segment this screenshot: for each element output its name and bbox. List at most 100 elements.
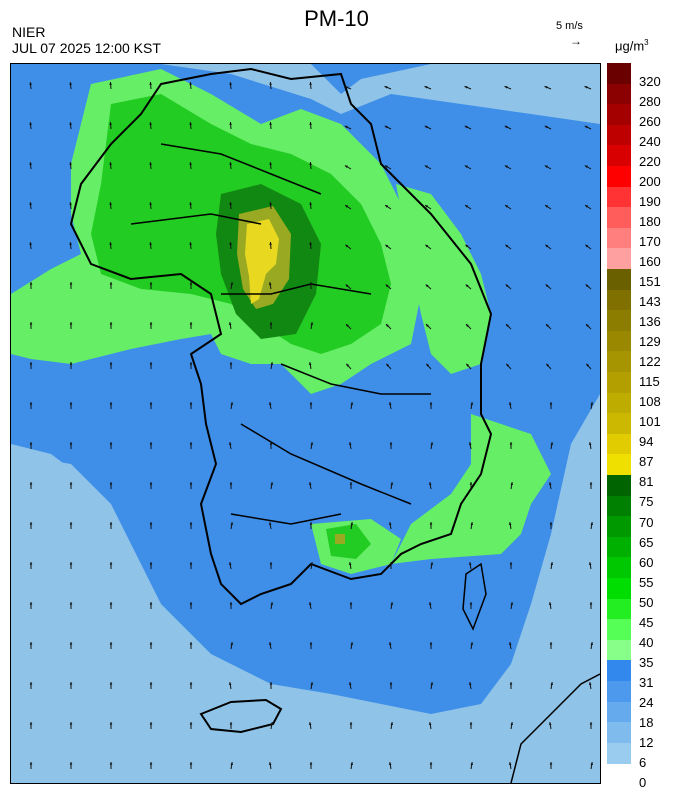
- wind-arrow-head: [269, 562, 273, 565]
- legend-label: 280: [639, 94, 661, 110]
- wind-arrow-head: [509, 562, 513, 565]
- wind-arrow-head: [29, 362, 33, 365]
- wind-arrow-head: [149, 242, 152, 245]
- pm10-map-canvas: [11, 64, 600, 783]
- wind-arrow-head: [230, 642, 234, 645]
- wind-arrow-head: [109, 482, 113, 485]
- legend-label: 6: [639, 754, 647, 770]
- wind-arrow-head: [308, 602, 312, 605]
- wind-arrow-head: [29, 642, 33, 645]
- wind-arrow-head: [550, 442, 554, 445]
- wind-arrow-head: [468, 682, 472, 685]
- legend-color-box: [607, 701, 631, 723]
- wind-arrow-head: [230, 282, 234, 285]
- wind-arrow-head: [228, 322, 232, 325]
- wind-arrow-head: [548, 482, 552, 485]
- legend-color-box: [607, 433, 631, 455]
- legend-label: 75: [639, 494, 654, 510]
- wind-arrow-head: [585, 324, 589, 327]
- wind-arrow-head: [109, 762, 113, 765]
- wind-arrow-head: [544, 125, 548, 129]
- wind-arrow-head: [588, 562, 592, 565]
- wind-arrow-head: [269, 682, 273, 685]
- wind-arrow-head: [465, 284, 469, 288]
- wind-arrow-head: [29, 322, 33, 325]
- wind-arrow-head: [29, 242, 32, 245]
- wind-arrow-head: [545, 284, 549, 288]
- legend-label: 115: [639, 374, 660, 390]
- wind-arrow-head: [308, 482, 312, 485]
- wind-arrow-head: [464, 165, 468, 169]
- wind-arrow-head: [310, 562, 314, 565]
- legend-label: 18: [639, 714, 654, 730]
- wind-arrow-head: [189, 482, 193, 485]
- wind-arrow-head: [309, 122, 312, 125]
- wind-arrow-head: [384, 86, 388, 89]
- wind-arrow-head: [465, 324, 469, 327]
- wind-arrow-head: [29, 562, 33, 565]
- wind-arrow-head: [270, 482, 274, 485]
- green-south-coast-core: [326, 524, 371, 559]
- legend-color-box: [607, 186, 631, 208]
- wind-arrow-head: [426, 363, 430, 367]
- wind-arrow-head: [469, 602, 473, 605]
- wind-arrow-head: [309, 522, 313, 525]
- wind-arrow-head: [29, 682, 33, 685]
- wind-arrow-head: [388, 642, 392, 645]
- wind-arrow-head: [309, 282, 313, 285]
- wind-arrow-head: [345, 324, 349, 327]
- wind-arrow-head: [390, 482, 394, 485]
- yellow-hotspot-layer: [245, 219, 279, 304]
- wind-arrow-head: [229, 162, 232, 165]
- map-title: PM-10: [304, 6, 369, 31]
- wind-arrow-head: [388, 762, 392, 765]
- wind-arrow-head: [109, 522, 113, 525]
- legend-color-box: [607, 475, 631, 497]
- wind-arrow-head: [388, 522, 392, 525]
- wind-arrow-head: [589, 602, 593, 605]
- wind-arrow-head: [189, 362, 193, 365]
- wind-arrow-head: [385, 324, 389, 327]
- legend-label: 320: [639, 74, 661, 89]
- wind-arrow-head: [189, 322, 193, 325]
- wind-arrow-head: [189, 442, 193, 445]
- wind-arrow-head: [149, 642, 153, 645]
- wind-arrow-head: [269, 82, 272, 85]
- wind-arrow-head: [109, 202, 112, 205]
- wind-arrow-head: [545, 205, 549, 208]
- wind-arrow-head: [149, 722, 153, 725]
- wind-arrow-head: [149, 602, 153, 605]
- wind-arrow-head: [268, 762, 272, 765]
- wind-arrow-head: [505, 205, 509, 208]
- legend-color-box: [607, 104, 631, 126]
- wind-arrow-head: [384, 125, 388, 129]
- wind-arrow-head: [348, 442, 352, 445]
- wind-arrow-head: [229, 82, 232, 85]
- legend-color-box: [607, 742, 631, 764]
- wind-arrow-head: [549, 402, 553, 405]
- legend-label: 180: [639, 214, 661, 230]
- legend-color-box: [607, 660, 631, 682]
- wind-arrow-head: [109, 402, 113, 405]
- wind-arrow-head: [585, 244, 589, 248]
- wind-arrow-head: [464, 86, 468, 89]
- wind-arrow-head: [189, 82, 192, 85]
- legend-label: 160: [639, 254, 661, 270]
- wind-scale-label: 5 m/s: [556, 20, 583, 32]
- legend-color-box: [607, 83, 631, 105]
- wind-arrow-head: [424, 165, 428, 169]
- pm10-map[interactable]: [10, 63, 601, 784]
- wind-arrow-head: [309, 402, 313, 405]
- wind-arrow-head: [585, 284, 589, 288]
- wind-arrow-head: [69, 522, 73, 525]
- legend-label: 40: [639, 634, 654, 650]
- wind-arrow-head: [109, 562, 113, 565]
- wind-arrow-head: [69, 82, 72, 85]
- wind-arrow-head: [546, 363, 550, 367]
- legend-color-box: [607, 248, 631, 270]
- light-blue-west-layer: [11, 454, 600, 783]
- wind-arrow-head: [69, 682, 73, 685]
- wind-arrow-head: [465, 244, 469, 248]
- jeju-island: [199, 698, 283, 734]
- wind-arrow-head: [109, 322, 113, 325]
